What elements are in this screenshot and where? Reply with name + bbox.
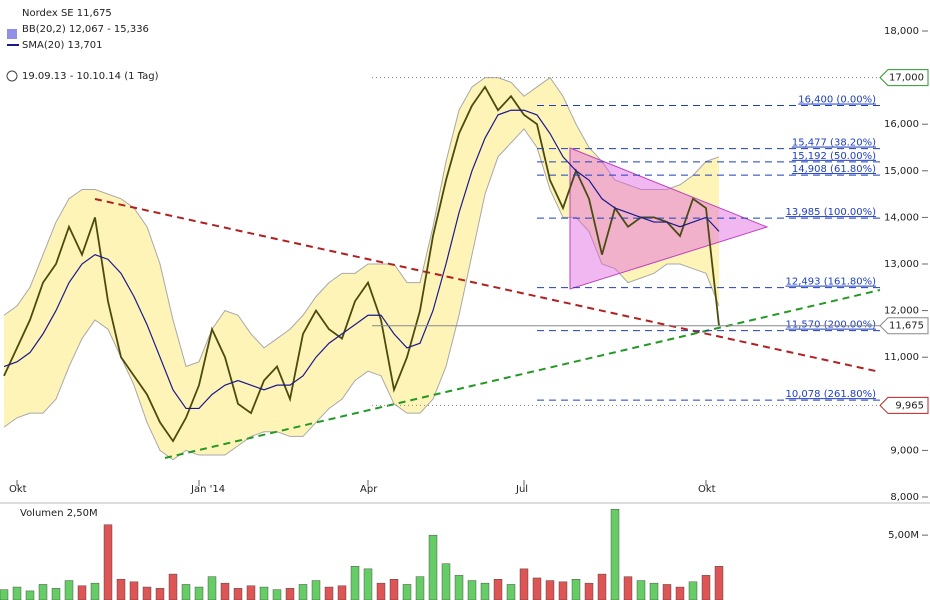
y-tick-label: 5,00M bbox=[888, 530, 919, 541]
volume-bar bbox=[363, 568, 373, 600]
volume-bar bbox=[389, 579, 399, 600]
volume-bar bbox=[675, 586, 685, 600]
volume-bar bbox=[38, 584, 48, 600]
volume-title: Volumen 2,50M bbox=[20, 508, 98, 519]
y-tick-label: 13,000 bbox=[884, 259, 919, 270]
fib-label: 16,400 (0.00%) bbox=[798, 95, 876, 106]
y-tick-label: 16,000 bbox=[884, 119, 919, 130]
trend-line-down bbox=[94, 198, 881, 373]
volume-bar bbox=[64, 580, 74, 600]
volume-bar bbox=[155, 588, 165, 600]
volume-bar bbox=[558, 581, 568, 600]
volume-bar bbox=[519, 568, 529, 600]
volume-bar bbox=[493, 579, 503, 600]
x-tick-label: Jan '14 bbox=[190, 484, 225, 495]
volume-bar bbox=[441, 563, 451, 600]
volume-bar bbox=[636, 580, 646, 600]
volume-bar bbox=[415, 576, 425, 600]
y-tick-label: 12,000 bbox=[884, 306, 919, 317]
volume-bar bbox=[194, 586, 204, 600]
volume-bar bbox=[25, 590, 35, 600]
volume-bar bbox=[623, 576, 633, 600]
volume-bar bbox=[12, 586, 22, 600]
fib-label: 12,493 (161.80%) bbox=[786, 277, 877, 288]
volume-bar bbox=[571, 579, 581, 600]
triangle-pattern bbox=[569, 147, 769, 290]
volume-bar bbox=[662, 584, 672, 600]
volume-bar bbox=[220, 582, 230, 600]
fib-label: 15,192 (50.00%) bbox=[792, 151, 876, 162]
volume-bar bbox=[506, 584, 516, 600]
volume-bar bbox=[584, 582, 594, 600]
volume-bar bbox=[376, 582, 386, 600]
volume-bar bbox=[402, 584, 412, 600]
fib-label: 11,570 (200.00%) bbox=[786, 320, 877, 331]
volume-bar bbox=[532, 577, 542, 600]
fib-label: 10,078 (261.80%) bbox=[786, 389, 877, 400]
volume-bar bbox=[168, 573, 178, 600]
fib-label: 14,908 (61.80%) bbox=[792, 164, 876, 175]
price-marker-box bbox=[879, 69, 929, 87]
price-marker-box bbox=[879, 396, 929, 414]
volume-bar bbox=[337, 585, 347, 600]
y-tick-label: 11,000 bbox=[884, 352, 919, 363]
fib-label: 15,477 (38.20%) bbox=[792, 138, 876, 149]
x-tick-label: Jul bbox=[515, 484, 528, 495]
legend-price: Nordex SE 11,675 bbox=[22, 8, 112, 19]
volume-bar bbox=[649, 582, 659, 600]
band-edge bbox=[3, 76, 720, 368]
legend-band: BB(20,2) 12,067 - 15,336 bbox=[22, 24, 149, 35]
volume-bar bbox=[77, 585, 87, 600]
volume-bar bbox=[116, 579, 126, 600]
volume-bar bbox=[0, 589, 9, 600]
volume-bar bbox=[285, 588, 295, 600]
price-marker-box bbox=[879, 317, 929, 335]
clock-icon bbox=[6, 70, 18, 82]
volume-bar bbox=[545, 580, 555, 600]
volume-bar bbox=[467, 580, 477, 600]
volume-bar bbox=[324, 586, 334, 600]
volume-bar bbox=[51, 588, 61, 600]
volume-bar bbox=[272, 589, 282, 600]
trend-line-up bbox=[164, 289, 881, 459]
volume-bar bbox=[428, 534, 438, 600]
volume-bar bbox=[90, 582, 100, 600]
price-marker-label: 17,000 bbox=[889, 73, 924, 84]
volume-bar bbox=[597, 573, 607, 600]
y-tick-label: 18,000 bbox=[884, 26, 919, 37]
volume-bar bbox=[701, 575, 711, 600]
volume-bar bbox=[350, 566, 360, 600]
x-tick-label: Okt bbox=[698, 484, 716, 495]
volume-bar bbox=[103, 524, 113, 600]
date-range: 19.09.13 - 10.10.14 (1 Tag) bbox=[22, 71, 159, 82]
y-tick-label: 14,000 bbox=[884, 212, 919, 223]
volume-bar bbox=[129, 581, 139, 600]
volume-bar bbox=[233, 588, 243, 600]
volume-bar bbox=[259, 586, 269, 600]
sma-line bbox=[3, 109, 720, 410]
volume-bar bbox=[181, 584, 191, 600]
volume-bar bbox=[480, 582, 490, 600]
volume-bar bbox=[246, 585, 256, 600]
volume-bar bbox=[311, 580, 321, 600]
y-tick-label: 15,000 bbox=[884, 166, 919, 177]
price-marker-label: 9,965 bbox=[895, 400, 924, 411]
legend-sma: SMA(20) 13,701 bbox=[22, 40, 103, 51]
volume-bar bbox=[298, 584, 308, 600]
fib-label: 13,985 (100.00%) bbox=[786, 207, 877, 218]
volume-bar bbox=[688, 581, 698, 600]
x-tick-label: Apr bbox=[360, 484, 378, 495]
price-line bbox=[3, 85, 720, 443]
y-tick-label: 9,000 bbox=[890, 445, 919, 456]
x-tick-label: Okt bbox=[9, 484, 27, 495]
price-marker-label: 11,675 bbox=[889, 321, 924, 332]
y-tick-label: 8,000 bbox=[890, 492, 919, 503]
volume-bar bbox=[207, 576, 217, 600]
volume-bar bbox=[610, 508, 620, 600]
volume-bar bbox=[714, 566, 724, 600]
volume-bar bbox=[142, 586, 152, 600]
volume-bar bbox=[454, 575, 464, 600]
legend-swatch-band bbox=[7, 29, 17, 39]
